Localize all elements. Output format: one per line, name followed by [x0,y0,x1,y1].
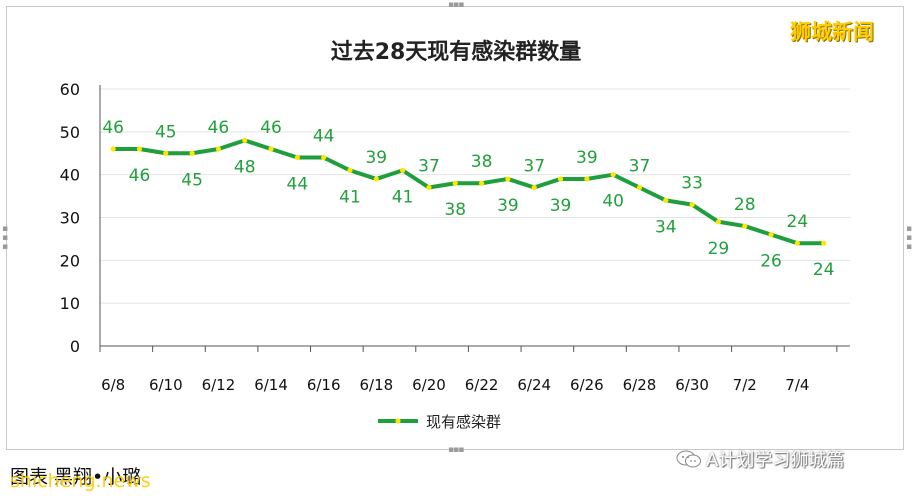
data-label: 37 [629,157,651,177]
data-point [268,146,274,152]
x-tick-label: 6/26 [570,376,604,394]
data-label: 45 [181,170,203,190]
data-point [663,197,669,203]
data-point [531,184,537,191]
legend-marker [395,418,401,424]
x-tick-label: 7/4 [785,376,809,394]
y-tick-label: 40 [60,166,80,185]
data-point [768,232,774,238]
chart-credit: 图表 黑翔•小璐 [10,466,142,488]
data-label: 46 [260,118,282,138]
y-tick-label: 20 [60,251,80,270]
x-tick-label: 6/20 [412,376,446,394]
x-tick-label: 6/18 [359,376,393,394]
data-point [215,146,222,152]
x-tick-label: 6/12 [202,376,236,394]
data-point [163,150,169,156]
data-label: 41 [392,187,414,207]
y-tick-label: 30 [60,209,80,228]
y-tick-label: 0 [70,337,80,356]
y-tick-label: 60 [60,80,80,99]
data-point [400,167,406,173]
data-point [742,223,748,229]
data-label: 39 [497,196,519,216]
data-label: 44 [287,175,309,195]
data-point [452,180,458,186]
data-point [821,240,827,246]
wechat-icon [676,450,701,468]
x-tick-label: 6/16 [307,376,341,394]
data-point [584,176,590,182]
watermark: shicheng.news [10,470,151,492]
wechat-account-name: A计划学习狮城篇 [706,450,845,471]
data-label: 39 [550,196,572,216]
data-point [636,184,643,191]
resize-handle-top[interactable]: ▪▪▪ [448,0,464,10]
brand-logo-text: 狮城新闻 [790,20,874,44]
data-label: 46 [208,118,230,138]
resize-handle-left[interactable]: ▪▪▪ [0,224,10,251]
data-label: 29 [708,239,730,259]
x-tick-label: 7/2 [733,376,757,394]
data-point [610,172,616,178]
data-label: 28 [734,195,756,215]
wechat-account: A计划学习狮城篇 [676,446,844,472]
y-tick-label: 50 [60,123,80,142]
data-label: 38 [471,152,493,172]
x-tick-label: 6/8 [101,376,125,394]
data-point [189,150,195,156]
data-point [136,146,143,152]
data-label: 39 [576,148,598,168]
chart-title: 过去28天现有感染群数量 [330,40,582,65]
data-label: 46 [129,166,151,186]
data-point [242,137,248,143]
data-point [715,219,722,225]
data-point [557,176,564,182]
data-label: 45 [155,122,177,142]
data-point [478,180,485,186]
x-tick-label: 6/14 [254,376,288,394]
x-tick-label: 6/28 [623,376,657,394]
data-point [794,240,800,246]
data-point [110,146,116,152]
x-tick-label: 6/24 [517,376,551,394]
data-point [294,154,300,161]
data-label: 24 [813,260,835,280]
data-label: 46 [102,118,124,138]
x-tick-label: 6/22 [465,376,499,394]
data-point [373,176,379,182]
data-label: 48 [234,157,256,177]
data-label: 40 [602,192,624,212]
data-point [505,176,511,182]
data-point [347,167,353,173]
data-label: 38 [444,200,466,220]
series-line [113,138,824,246]
data-label: 34 [655,217,677,237]
legend-label: 现有感染群 [426,413,501,431]
data-label: 44 [313,127,335,147]
x-tick-label: 6/30 [675,376,709,394]
data-label: 37 [523,157,545,177]
data-label: 39 [365,148,387,168]
x-tick-label: 6/10 [149,376,183,394]
data-label: 26 [760,252,782,272]
resize-handle-bottom[interactable]: ▪▪▪ [448,445,464,455]
data-label: 37 [418,157,440,177]
data-point [426,184,432,191]
data-point [321,154,327,161]
y-tick-label: 10 [60,294,80,313]
data-label: 33 [681,174,703,194]
data-point [689,202,695,208]
data-label: 24 [787,212,809,232]
data-label: 41 [339,187,361,207]
resize-handle-right[interactable]: ▪▪▪ [904,224,912,251]
